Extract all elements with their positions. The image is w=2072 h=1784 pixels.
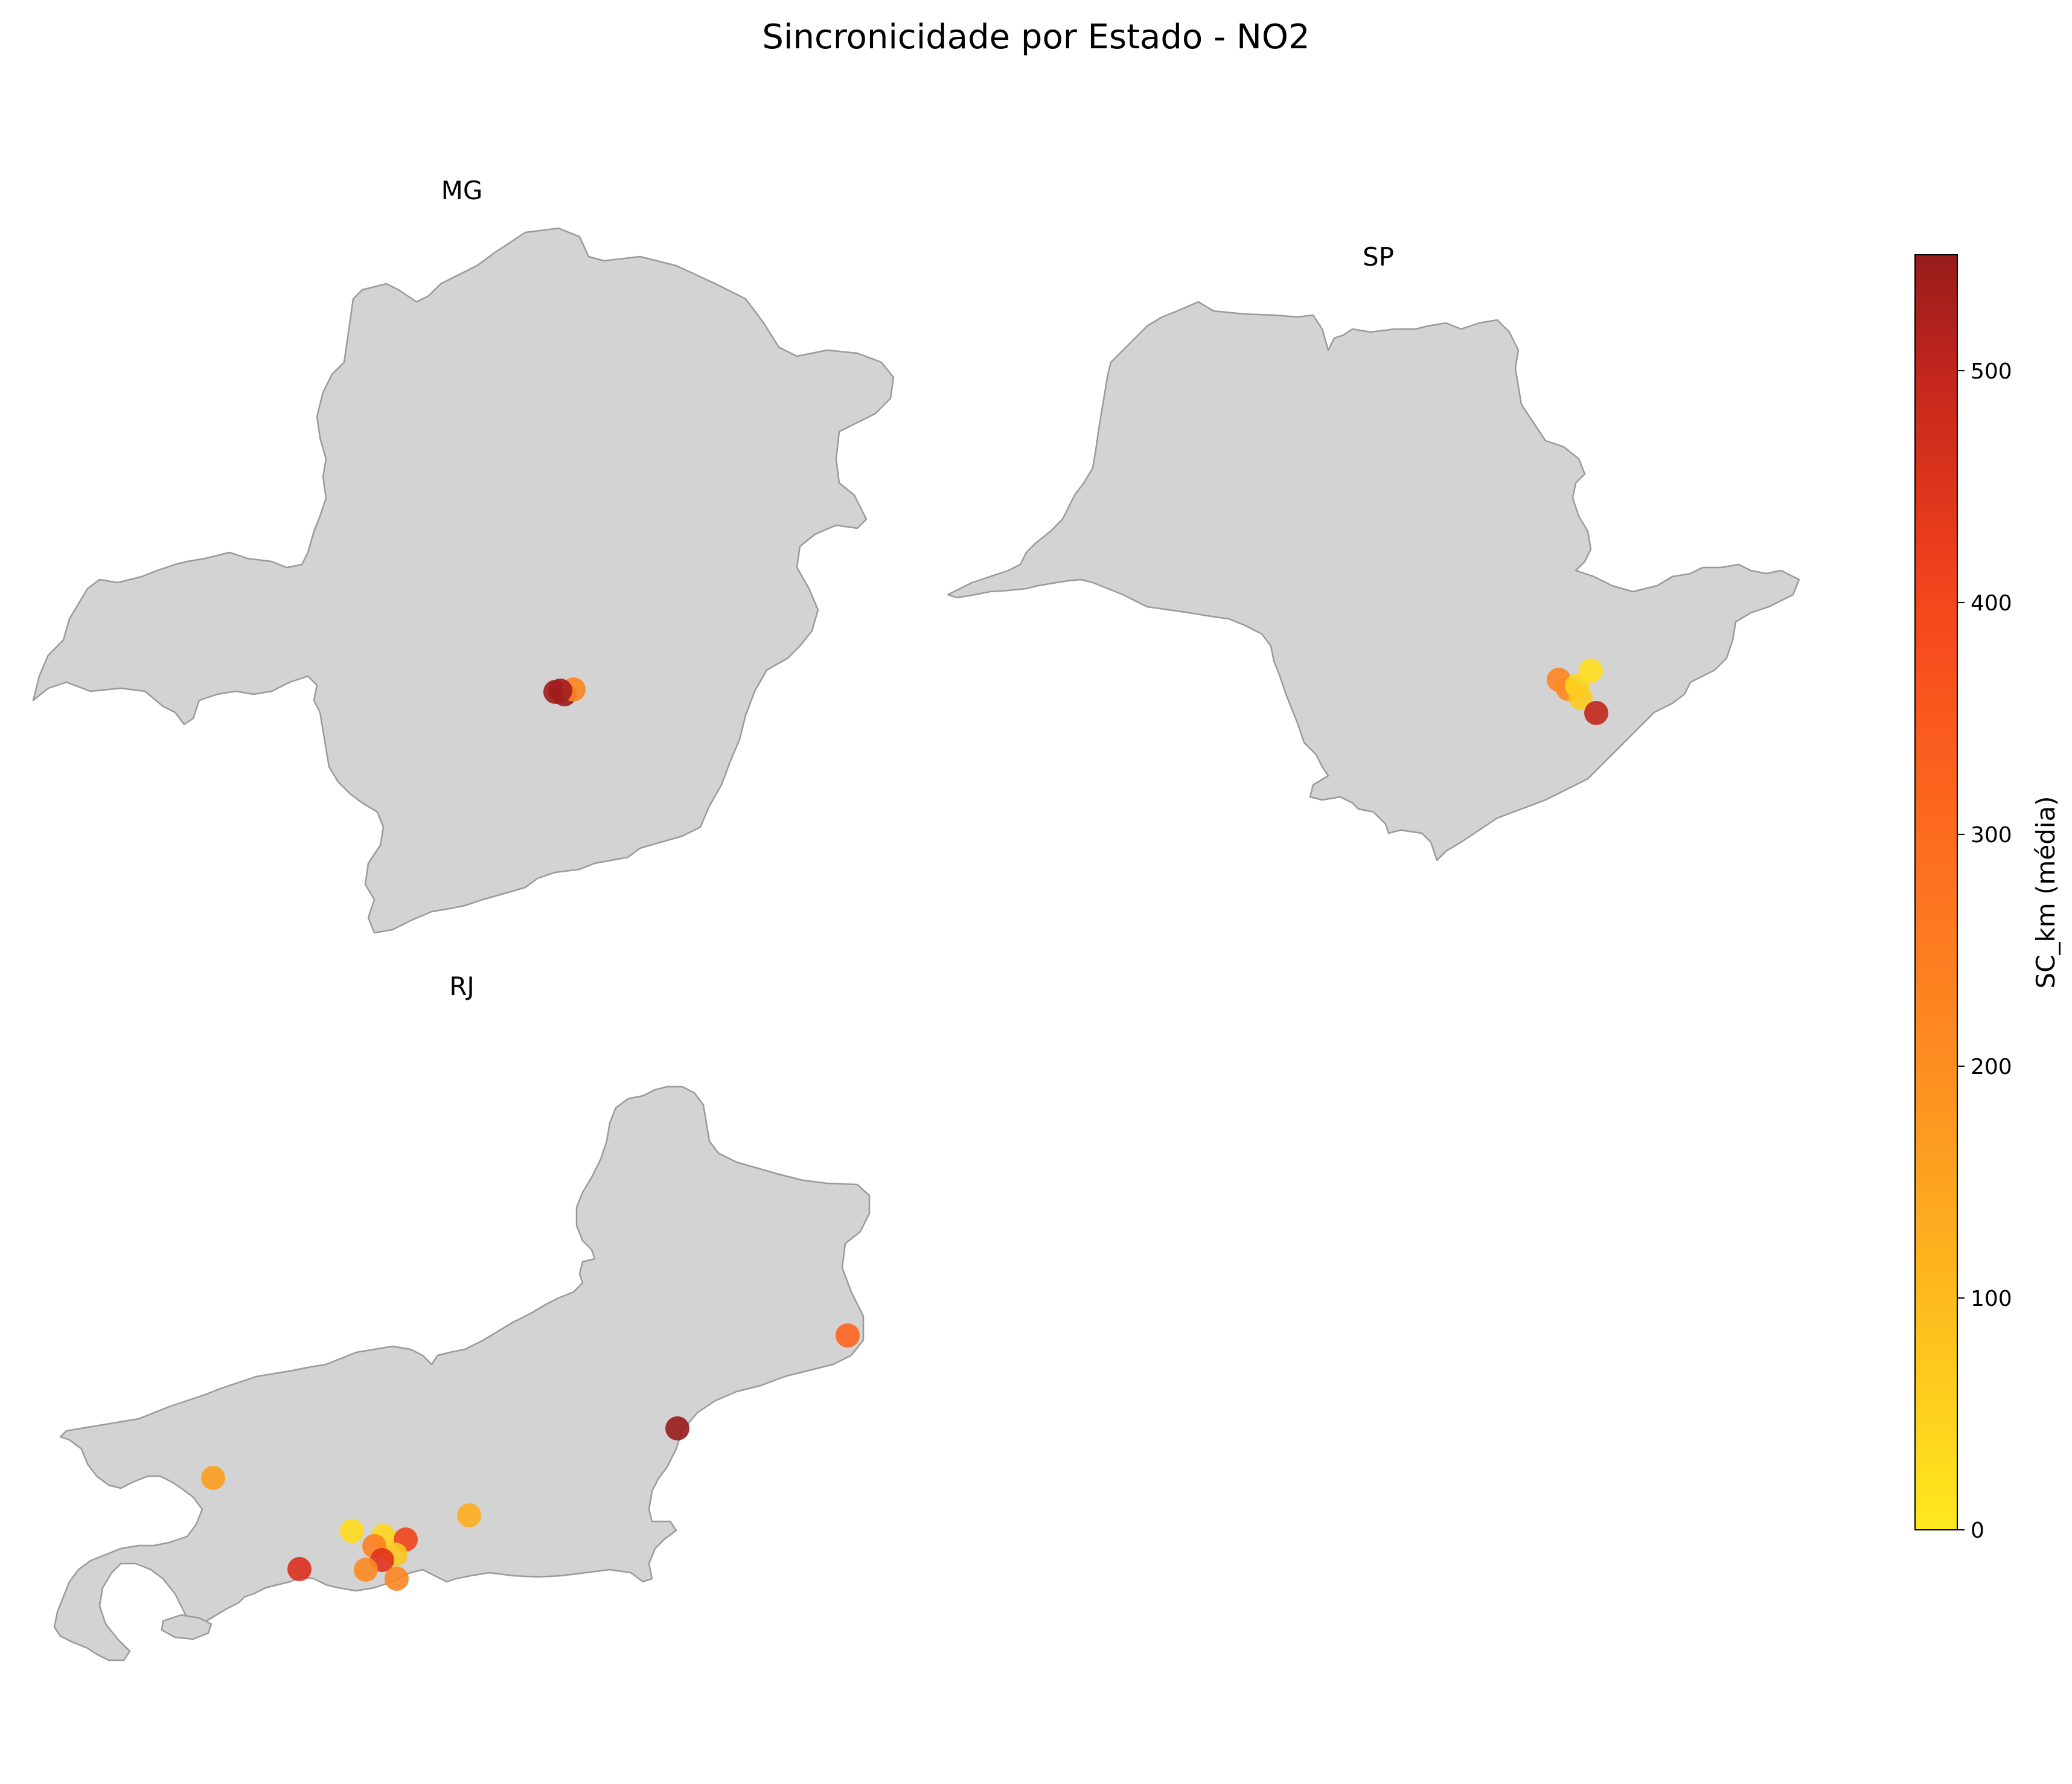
colorbar-tick-label: 400	[1971, 591, 2012, 616]
station-point-sp	[1579, 659, 1603, 683]
station-point-rj	[354, 1558, 378, 1582]
station-point-rj	[201, 1466, 225, 1490]
colorbar-ticks: 0 100 200 300 400 500	[1957, 359, 2012, 1543]
colorbar-tick-label: 0	[1971, 1518, 1984, 1543]
colorbar-tick-label: 300	[1971, 823, 2012, 848]
station-point-rj	[340, 1519, 364, 1543]
station-point-mg	[548, 679, 572, 703]
colorbar-tick-label: 100	[1971, 1287, 2012, 1311]
panel-title-sp: SP	[1363, 242, 1394, 272]
colorbar: 0 100 200 300 400 500 SC_km (média)	[1914, 254, 2061, 1543]
station-point-sp	[1568, 686, 1593, 710]
colorbar-tick-label: 500	[1971, 359, 2012, 384]
station-point-rj	[457, 1503, 481, 1527]
colorbar-tick-label: 200	[1971, 1055, 2012, 1079]
panel-sp: SP	[947, 242, 1800, 862]
state-shape-rj	[53, 1085, 871, 1661]
colorbar-label: SC_km (média)	[2031, 796, 2061, 988]
panel-mg: MG	[32, 176, 895, 934]
station-point-rj	[836, 1323, 860, 1348]
state-shape-mg	[32, 227, 895, 934]
station-point-sp	[1584, 701, 1608, 725]
state-island-rj	[161, 1614, 213, 1640]
panel-title-mg: MG	[441, 176, 483, 205]
panel-rj: RJ	[53, 971, 871, 1661]
station-point-rj	[385, 1567, 409, 1591]
state-shape-sp	[947, 301, 1800, 862]
station-point-rj	[665, 1416, 689, 1440]
colorbar-gradient	[1914, 254, 1958, 1530]
panel-title-rj: RJ	[449, 971, 475, 1001]
station-points	[201, 659, 1608, 1591]
station-point-rj	[287, 1557, 312, 1581]
figure-title: Sincronicidade por Estado - NO2	[762, 18, 1309, 57]
